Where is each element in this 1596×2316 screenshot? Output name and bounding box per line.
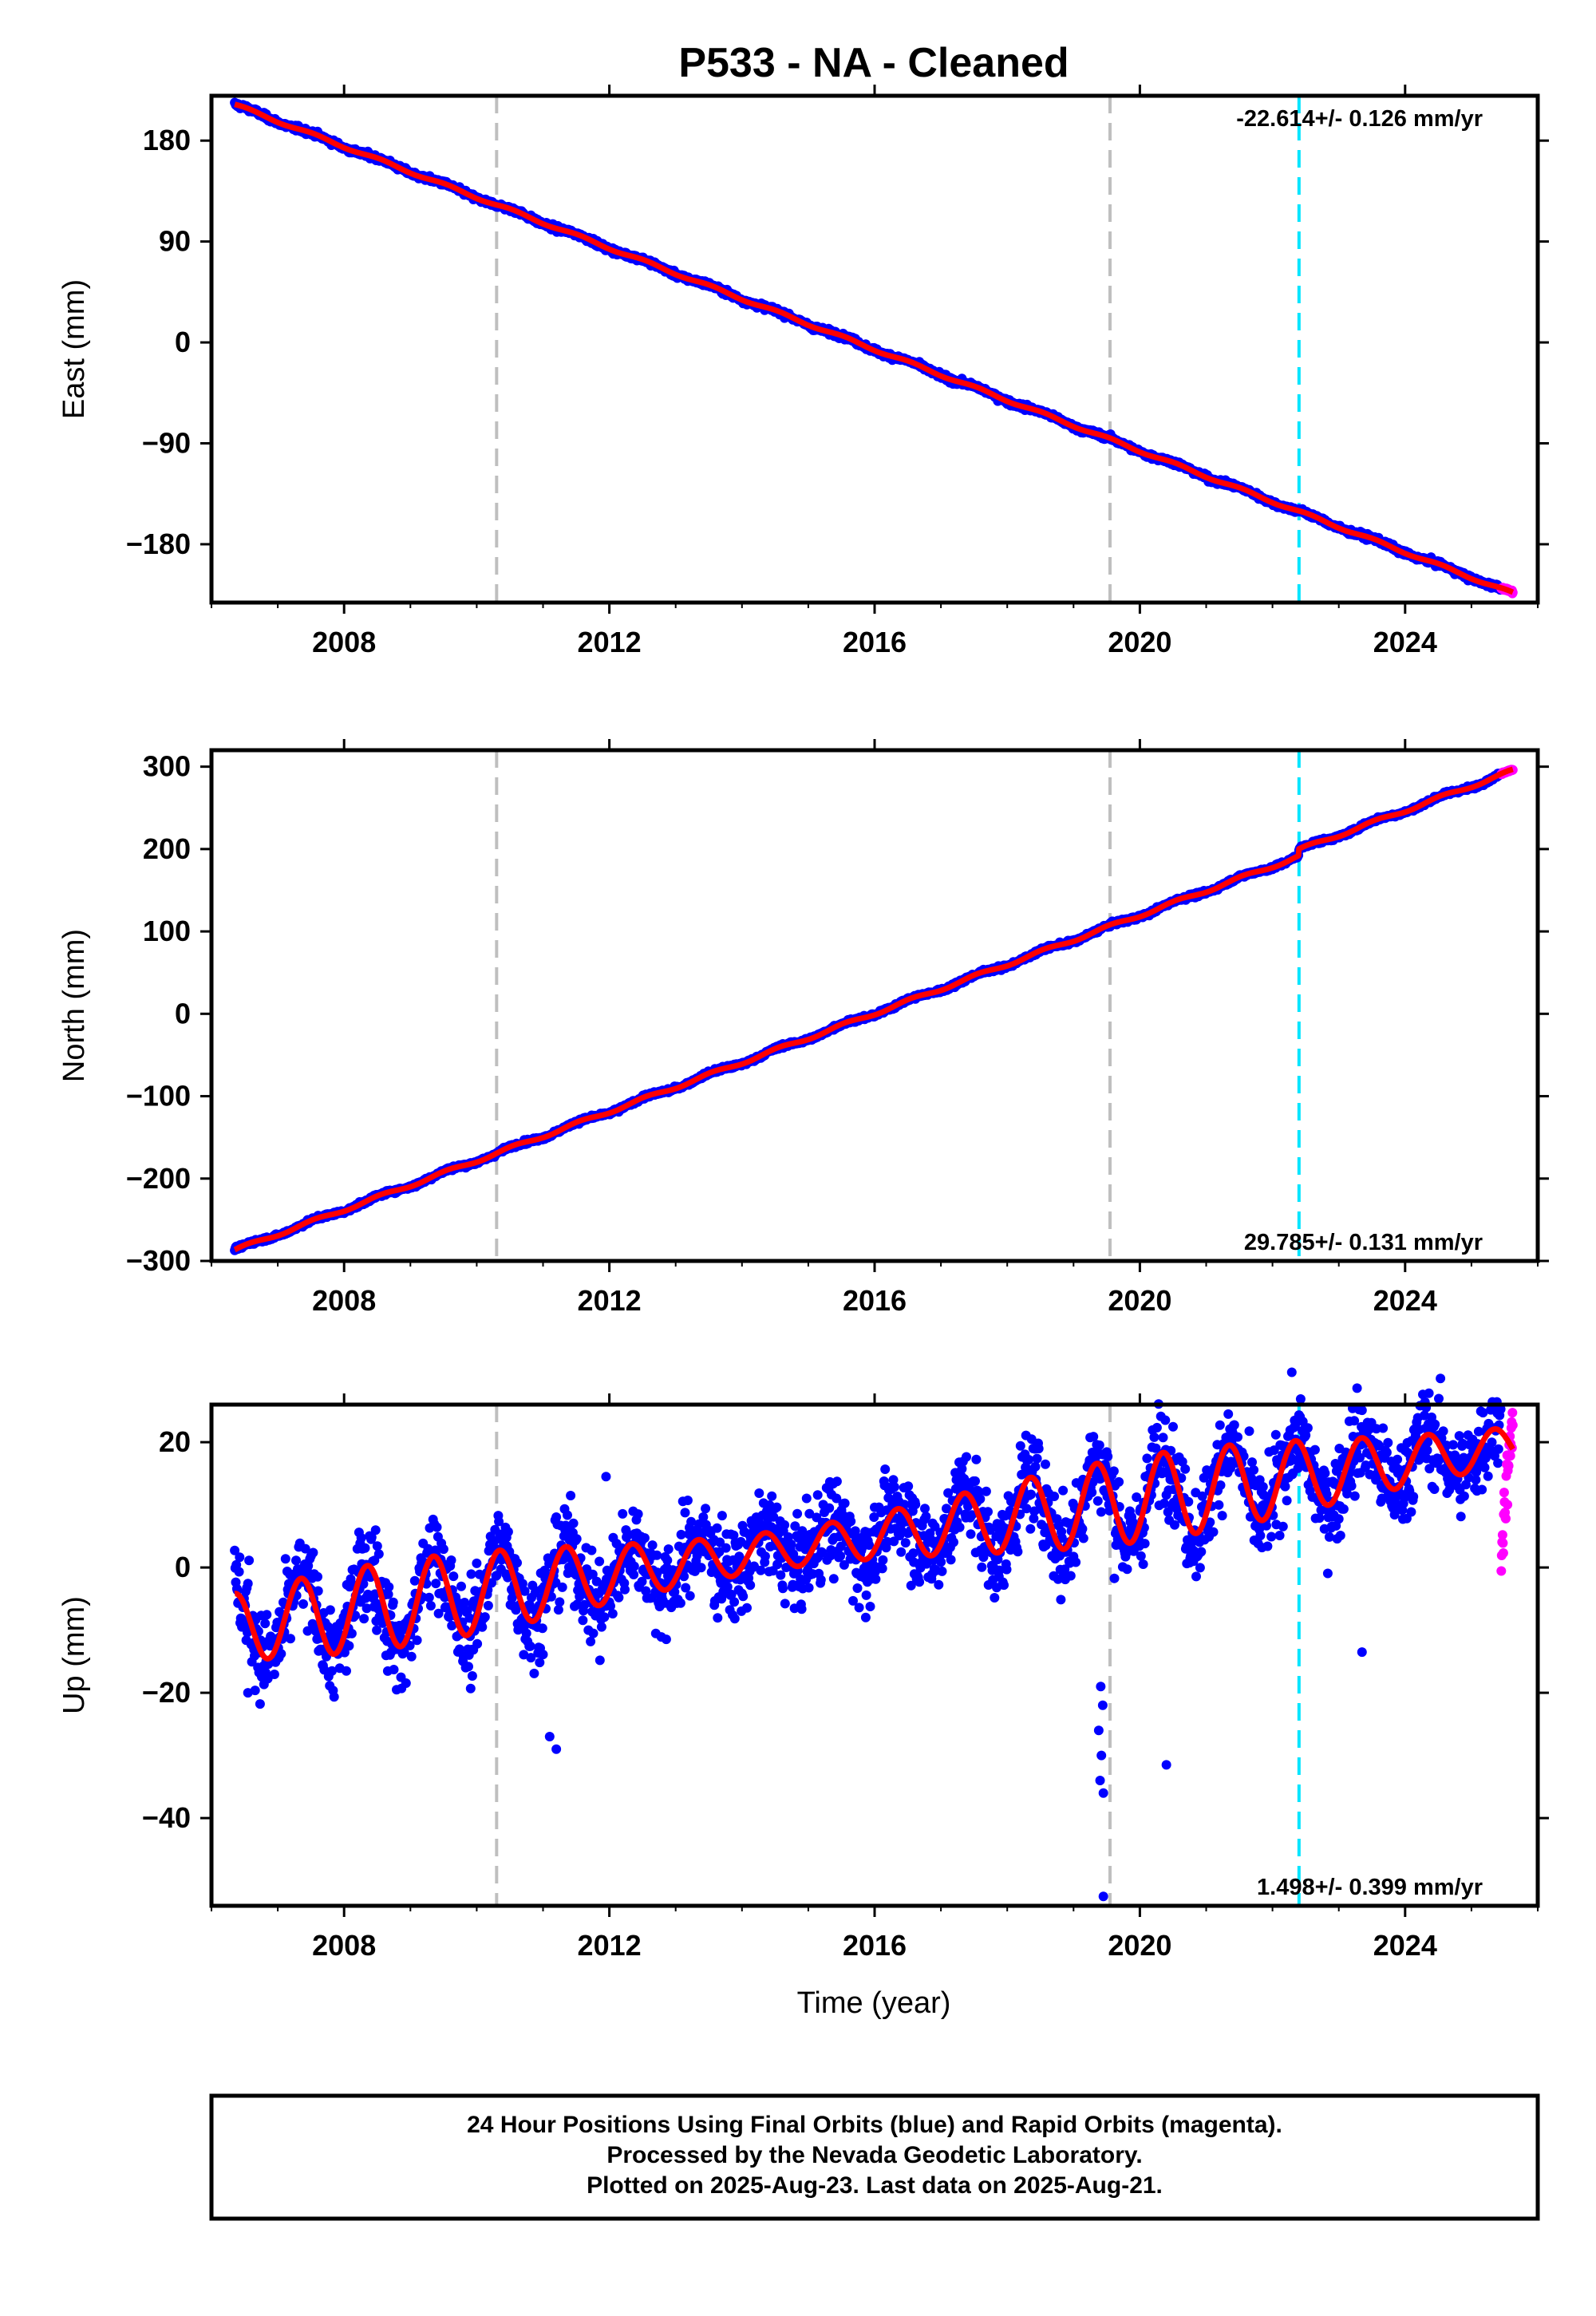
up-final-point <box>269 1670 279 1679</box>
up-final-point <box>325 1605 335 1615</box>
up-final-point <box>234 1567 244 1577</box>
north-y-tick-label: 0 <box>175 997 191 1030</box>
up-final-point <box>243 1579 253 1589</box>
north-rate-label: 29.785+/- 0.131 mm/yr <box>1244 1230 1483 1255</box>
north-y-tick-label: 300 <box>143 750 191 783</box>
north-x-tick-label: 2008 <box>312 1284 376 1317</box>
east-model-fit-line <box>232 101 1515 595</box>
east-x-tick-label: 2008 <box>312 626 376 658</box>
up-final-point <box>308 1547 318 1558</box>
up-final-point <box>356 1533 366 1543</box>
north-data-marks <box>230 750 1518 1261</box>
north-x-tick-label: 2024 <box>1373 1284 1437 1317</box>
east-panel: 180 90 0 −90 −180 2008 2012 2016 2020 2024 East (… <box>57 85 1549 658</box>
east-y-tick-label: 180 <box>143 124 191 156</box>
east-x-tick-label: 2016 <box>843 626 907 658</box>
north-x-tick-label: 2012 <box>578 1284 642 1317</box>
east-rate-label: -22.614+/- 0.126 mm/yr <box>1236 106 1483 132</box>
up-final-orbit-points <box>230 1367 1506 1902</box>
up-final-point <box>329 1692 339 1702</box>
east-axis-ticks: 180 90 0 −90 −180 2008 2012 2016 2020 2024 <box>126 85 1549 658</box>
north-y-tick-label: −200 <box>126 1162 191 1195</box>
up-final-point <box>286 1634 295 1644</box>
up-final-point <box>291 1555 301 1566</box>
east-y-tick-label: −90 <box>142 427 191 460</box>
up-final-point <box>236 1614 247 1623</box>
up-final-point <box>313 1571 322 1582</box>
east-y-axis-label: East (mm) <box>57 279 91 419</box>
north-y-tick-label: 100 <box>143 915 191 947</box>
up-final-point <box>244 1555 255 1566</box>
east-x-tick-label: 2012 <box>578 626 642 658</box>
north-x-tick-label: 2020 <box>1108 1284 1171 1317</box>
east-data-marks <box>230 96 1518 603</box>
north-y-tick-label: −300 <box>126 1244 191 1277</box>
east-y-tick-label: 90 <box>159 225 191 258</box>
up-final-point <box>344 1641 354 1651</box>
up-final-point <box>280 1554 290 1564</box>
up-data-marks <box>230 1367 1518 1906</box>
up-final-point <box>342 1666 351 1676</box>
up-final-point <box>262 1610 272 1620</box>
east-x-tick-label: 2024 <box>1373 626 1437 658</box>
up-final-point <box>313 1586 323 1596</box>
east-x-tick-label: 2020 <box>1108 626 1171 658</box>
north-y-tick-label: −100 <box>126 1080 191 1113</box>
east-y-tick-label: 0 <box>175 326 191 358</box>
north-y-tick-label: 200 <box>143 832 191 865</box>
east-y-tick-label: −180 <box>126 528 191 560</box>
north-x-tick-label: 2016 <box>843 1284 907 1317</box>
north-y-axis-label: North (mm) <box>57 929 91 1082</box>
figure-title: P533 - NA - Cleaned <box>678 40 1069 86</box>
up-final-point <box>298 1599 308 1609</box>
up-final-point <box>235 1552 245 1563</box>
up-final-point <box>255 1699 265 1709</box>
up-final-point <box>260 1618 271 1629</box>
north-panel: 300 200 100 0 −100 −200 −300 2008 2012 2016 2020 20… <box>57 739 1549 1317</box>
